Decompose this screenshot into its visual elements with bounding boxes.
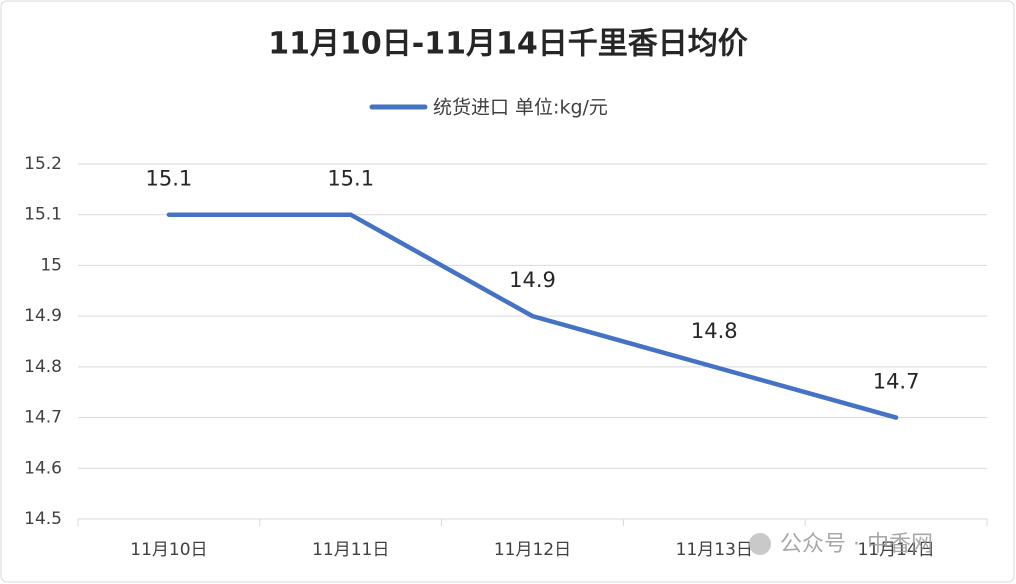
watermark: 公众号 · 中香网 bbox=[780, 532, 933, 557]
data-label: 15.1 bbox=[327, 167, 374, 191]
chart-title: 11月10日-11月14日千里香日均价 bbox=[268, 27, 747, 62]
y-tick-label: 15.1 bbox=[24, 205, 62, 225]
y-tick-label: 14.7 bbox=[24, 408, 62, 428]
data-label: 15.1 bbox=[146, 167, 193, 191]
x-tick-label: 11月13日 bbox=[676, 540, 753, 560]
watermark-icon bbox=[749, 533, 771, 555]
x-tick-label: 11月11日 bbox=[312, 540, 389, 560]
y-tick-label: 15.2 bbox=[24, 154, 62, 174]
x-tick-label: 11月14日 bbox=[857, 540, 934, 560]
series-line bbox=[166, 212, 899, 420]
data-label: 14.7 bbox=[873, 370, 920, 394]
y-tick-label: 14.6 bbox=[24, 458, 62, 478]
y-tick-label: 14.5 bbox=[24, 509, 62, 529]
x-tick-label: 11月10日 bbox=[130, 540, 207, 560]
legend-label: 统货进口 单位:kg/元 bbox=[433, 97, 608, 119]
y-tick-label: 14.8 bbox=[24, 357, 62, 377]
data-label: 14.9 bbox=[509, 268, 556, 292]
y-tick-label: 14.9 bbox=[24, 306, 62, 326]
data-label: 14.8 bbox=[691, 319, 738, 343]
x-tick-label: 11月12日 bbox=[494, 540, 571, 560]
y-tick-label: 15 bbox=[40, 255, 62, 275]
